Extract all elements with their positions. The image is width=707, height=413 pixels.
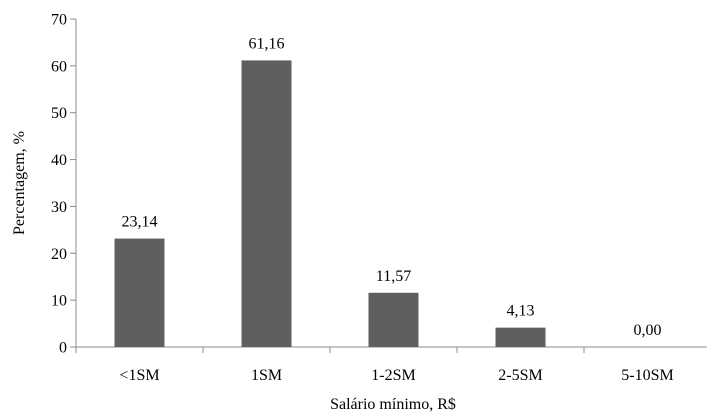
y-tick-label: 60 <box>51 58 67 75</box>
bar <box>241 60 292 347</box>
y-tick-label: 0 <box>59 340 67 357</box>
y-axis-title: Percentagem, % <box>11 131 28 235</box>
x-tick-label: 1SM <box>251 367 282 384</box>
x-axis-title: Salário mínimo, R$ <box>330 396 456 413</box>
data-labels: 23,14 61,16 11,57 4,13 0,00 <box>122 35 662 339</box>
y-tick-label: 30 <box>51 199 67 216</box>
x-axis: <1SM 1SM 1-2SM 2-5SM 5-10SM <box>75 346 707 384</box>
y-tick-label: 10 <box>51 293 67 310</box>
y-tick-label: 50 <box>51 105 67 122</box>
y-tick-label: 40 <box>51 152 67 169</box>
bars <box>114 60 546 347</box>
x-tick-label: 1-2SM <box>371 367 415 384</box>
data-label: 0,00 <box>634 322 662 339</box>
x-tick-label: 2-5SM <box>498 367 542 384</box>
x-tick-label: 5-10SM <box>621 367 673 384</box>
bar <box>368 292 419 347</box>
data-label: 61,16 <box>249 35 285 52</box>
y-tick-label: 70 <box>51 12 67 29</box>
data-label: 23,14 <box>122 214 158 231</box>
y-tick-label: 20 <box>51 246 67 263</box>
data-label: 4,13 <box>507 303 535 320</box>
y-axis: 0 10 20 30 40 50 60 70 <box>51 12 77 357</box>
x-tick-label: <1SM <box>119 367 159 384</box>
data-label: 11,57 <box>376 268 411 285</box>
bar <box>495 327 546 347</box>
bar <box>114 238 165 347</box>
